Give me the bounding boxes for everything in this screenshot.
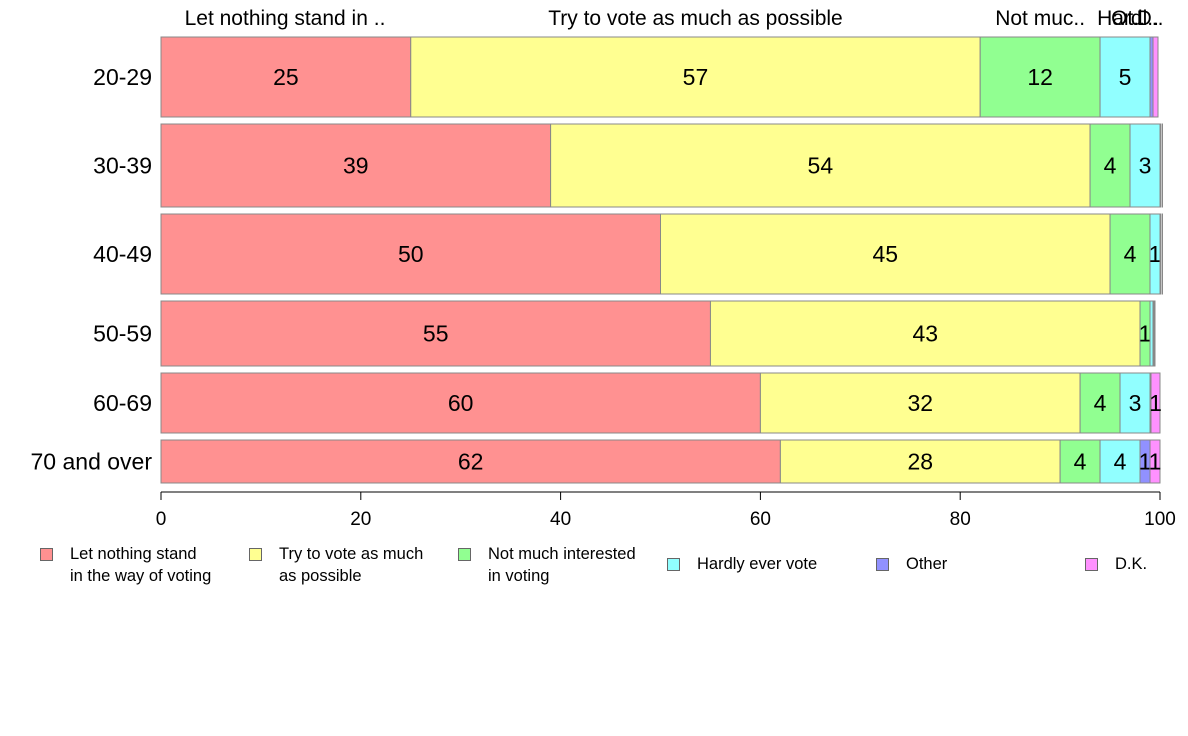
x-tick-label: 20 <box>350 509 371 530</box>
legend-swatch <box>40 548 53 561</box>
top-segment-label: Let nothing stand in .. <box>185 7 386 30</box>
legend-label: Other <box>906 555 948 573</box>
data-label: 4 <box>1104 153 1117 179</box>
bar-segment <box>660 213 1111 295</box>
bar-segment <box>160 123 552 208</box>
bar-segment <box>1129 123 1161 208</box>
bar-segment <box>160 300 711 367</box>
bar-segment <box>979 36 1101 118</box>
data-label: 12 <box>1027 64 1053 90</box>
category-label: 50-59 <box>93 321 152 347</box>
data-label: 4 <box>1094 390 1107 416</box>
bar-segment <box>1159 213 1161 295</box>
data-label: 1 <box>1139 449 1152 475</box>
legend-item-try-to-vote: Try to vote as much as possible <box>249 543 423 587</box>
data-label: 28 <box>907 449 933 475</box>
x-tick-label: 60 <box>750 509 771 530</box>
legend-label: D.K. <box>1115 555 1148 573</box>
x-tick-label: 100 <box>1144 509 1176 530</box>
data-label: 55 <box>423 321 449 347</box>
legend-swatch <box>1085 558 1098 571</box>
category-label: 20-29 <box>93 64 152 90</box>
legend-item-dk: D.K. <box>1085 543 1147 575</box>
legend-swatch <box>458 548 471 561</box>
data-label: 50 <box>398 241 424 267</box>
bar-segment <box>779 439 1061 484</box>
legend-item-other: Other <box>876 543 947 575</box>
category-label: 40-49 <box>93 241 152 267</box>
bar-segment <box>1152 36 1159 118</box>
legend-item-hardly-ever-vote: Hardly ever vote <box>667 543 817 575</box>
bar-segment <box>709 300 1141 367</box>
bar-segment <box>1089 123 1131 208</box>
category-label: 30-39 <box>93 153 152 179</box>
legend-swatch <box>667 558 680 571</box>
legend-label: Hardly ever vote <box>697 555 818 573</box>
category-label: 70 and over <box>31 449 153 475</box>
data-label: 57 <box>683 64 709 90</box>
legend-item-not-much-interested: Not much interested in voting <box>458 543 636 587</box>
top-segment-label: D.. <box>1137 7 1164 30</box>
data-label: 4 <box>1114 449 1127 475</box>
bar-segment <box>1150 372 1161 434</box>
top-segment-label: Ot.. <box>1111 7 1145 30</box>
x-tick-label: 80 <box>950 509 971 530</box>
data-label: 43 <box>912 321 938 347</box>
top-segment-label: Try to vote as much as possible <box>548 7 843 30</box>
bar-segment <box>160 36 412 118</box>
data-label: 1 <box>1139 321 1152 347</box>
bar-segment <box>1059 439 1101 484</box>
data-label: 60 <box>448 390 474 416</box>
bar-segment <box>1149 439 1161 484</box>
data-label: 45 <box>872 241 898 267</box>
bar-segment <box>1161 213 1163 295</box>
bar-segment <box>1109 213 1151 295</box>
bar-segment <box>759 372 1081 434</box>
bar-segment <box>160 213 661 295</box>
data-label: 32 <box>907 390 933 416</box>
legend-swatch <box>876 558 889 571</box>
data-label: 25 <box>273 64 299 90</box>
data-label: 4 <box>1074 449 1087 475</box>
bar-segment <box>1153 300 1156 367</box>
bar-segment <box>1161 123 1163 208</box>
data-label: 4 <box>1124 241 1137 267</box>
legend-swatch <box>249 548 262 561</box>
data-label: 62 <box>458 449 484 475</box>
data-label: 5 <box>1119 64 1132 90</box>
x-tick-label: 40 <box>550 509 571 530</box>
bar-segment <box>1159 123 1161 208</box>
data-label: 39 <box>343 153 369 179</box>
bar-segment <box>1119 372 1151 434</box>
bar-segment <box>550 123 1091 208</box>
legend-item-let-nothing-stand: Let nothing stand in the way of voting <box>40 543 211 587</box>
data-label: 54 <box>808 153 834 179</box>
data-label: 3 <box>1139 153 1152 179</box>
legend-label: Try to vote as much as possible <box>279 545 424 585</box>
legend-label: Not much interested in voting <box>488 545 636 585</box>
top-segment-label: Not muc.. <box>995 7 1085 30</box>
legend: Let nothing stand in the way of voting T… <box>40 543 1180 593</box>
data-label: 3 <box>1129 390 1142 416</box>
legend-label: Let nothing stand in the way of voting <box>70 545 212 585</box>
data-label: 1 <box>1149 241 1162 267</box>
bar-segment <box>160 439 781 484</box>
x-tick-label: 0 <box>156 509 167 530</box>
data-label: 1 <box>1149 390 1162 416</box>
bar-segment <box>410 36 981 118</box>
data-label: 1 <box>1149 449 1162 475</box>
top-segment-label: Hardl.. <box>1097 7 1159 30</box>
bar-segment <box>1099 439 1141 484</box>
category-label: 60-69 <box>93 390 152 416</box>
